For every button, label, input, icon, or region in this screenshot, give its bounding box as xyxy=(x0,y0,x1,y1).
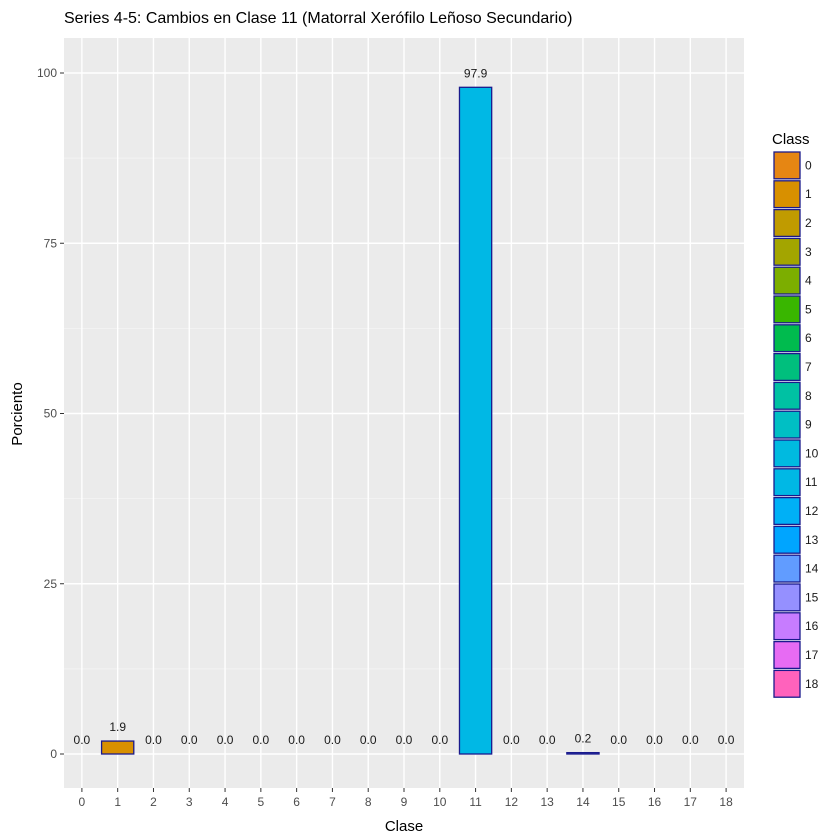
legend-title: Class xyxy=(772,131,810,148)
legend-label-3: 3 xyxy=(805,245,812,259)
data-label-class-14: 0.2 xyxy=(575,732,592,746)
legend-key-9 xyxy=(773,410,801,439)
chart-title: Series 4-5: Cambios en Clase 11 (Matorra… xyxy=(64,10,572,27)
legend-label-14: 14 xyxy=(805,562,819,576)
legend-label-17: 17 xyxy=(805,648,819,662)
legend-key-8 xyxy=(773,381,801,410)
legend-label-6: 6 xyxy=(805,331,812,345)
data-label-class-13: 0.0 xyxy=(539,733,556,747)
x-tick-label: 8 xyxy=(365,795,372,809)
legend-label-11: 11 xyxy=(805,475,818,489)
legend-key-3 xyxy=(773,237,801,266)
data-label-class-1: 1.9 xyxy=(109,720,126,734)
x-tick-label: 18 xyxy=(719,795,733,809)
bar-class-14 xyxy=(566,751,600,755)
bar-class-11 xyxy=(458,86,493,755)
x-tick-label: 9 xyxy=(401,795,408,809)
x-tick-label: 14 xyxy=(576,795,590,809)
legend-key-7 xyxy=(773,352,801,382)
data-label-class-0: 0.0 xyxy=(74,733,91,747)
x-tick-label: 12 xyxy=(505,795,519,809)
legend-key-10 xyxy=(773,439,801,468)
legend-label-16: 16 xyxy=(805,619,819,633)
data-label-class-15: 0.0 xyxy=(610,733,627,747)
data-label-class-2: 0.0 xyxy=(145,733,162,747)
data-label-class-11: 97.9 xyxy=(464,66,488,80)
data-label-class-7: 0.0 xyxy=(324,733,341,747)
legend-key-13 xyxy=(773,525,801,554)
legend-key-16 xyxy=(773,612,801,641)
data-label-class-12: 0.0 xyxy=(503,733,520,747)
legend-key-18 xyxy=(773,669,801,698)
legend-key-5 xyxy=(773,295,801,324)
y-axis-title: Porciento xyxy=(9,382,26,445)
x-tick-label: 0 xyxy=(79,795,86,809)
x-tick-label: 15 xyxy=(612,795,626,809)
legend-label-13: 13 xyxy=(805,533,819,547)
legend-key-17 xyxy=(773,640,801,670)
legend-label-0: 0 xyxy=(805,158,812,172)
x-tick-label: 1 xyxy=(114,795,121,809)
legend-label-1: 1 xyxy=(805,187,812,201)
legend-label-2: 2 xyxy=(805,216,812,230)
legend-key-1 xyxy=(773,180,801,209)
x-tick-label: 13 xyxy=(540,795,554,809)
legend-key-4 xyxy=(773,266,801,295)
data-label-class-3: 0.0 xyxy=(181,733,198,747)
legend-key-0 xyxy=(773,151,801,180)
y-tick-label: 0 xyxy=(50,747,57,761)
x-tick-label: 6 xyxy=(293,795,300,809)
legend-label-12: 12 xyxy=(805,504,819,518)
data-labels: 0.0 1.9 0.0 0.0 0.0 0.0 0.0 0.0 0.0 0.0 0.0 97.9 0.0… xyxy=(74,66,735,747)
y-tick-label: 50 xyxy=(44,407,58,421)
x-tick-label: 11 xyxy=(469,795,482,809)
x-tick-label: 4 xyxy=(222,795,229,809)
legend-key-6 xyxy=(773,324,801,353)
data-label-class-9: 0.0 xyxy=(396,733,413,747)
y-tick-label: 100 xyxy=(37,66,57,80)
x-tick-label: 17 xyxy=(684,795,698,809)
x-axis-title: Clase xyxy=(385,818,423,835)
legend-label-8: 8 xyxy=(805,389,812,403)
x-tick-label: 3 xyxy=(186,795,193,809)
data-label-class-8: 0.0 xyxy=(360,733,377,747)
bars xyxy=(100,86,600,755)
legend-label-9: 9 xyxy=(805,418,812,432)
legend-key-14 xyxy=(773,554,801,583)
y-tick-label: 75 xyxy=(44,236,58,250)
legend-key-15 xyxy=(773,583,801,612)
data-label-class-5: 0.0 xyxy=(252,733,269,747)
x-tick-label: 5 xyxy=(257,795,264,809)
gridlines xyxy=(64,38,744,788)
legend-label-10: 10 xyxy=(805,446,819,460)
x-tick-label: 10 xyxy=(433,795,447,809)
legend-label-7: 7 xyxy=(805,360,812,374)
legend-label-15: 15 xyxy=(805,590,819,604)
x-tick-label: 2 xyxy=(150,795,157,809)
data-label-class-10: 0.0 xyxy=(431,733,448,747)
y-axis: 0 25 50 75 100 xyxy=(37,66,64,761)
legend-key-11 xyxy=(773,468,801,497)
data-label-class-6: 0.0 xyxy=(288,733,305,747)
bar-class-1 xyxy=(100,740,135,755)
data-label-class-18: 0.0 xyxy=(718,733,735,747)
x-axis: 0 1 2 3 4 5 6 7 8 9 10 11 12 13 14 15 16 17 18 xyxy=(79,788,733,809)
data-label-class-4: 0.0 xyxy=(217,733,234,747)
legend-label-18: 18 xyxy=(805,677,819,691)
legend-key-2 xyxy=(773,208,801,238)
data-label-class-17: 0.0 xyxy=(682,733,699,747)
data-label-class-16: 0.0 xyxy=(646,733,663,747)
legend-label-5: 5 xyxy=(805,302,812,316)
x-tick-label: 16 xyxy=(648,795,662,809)
x-tick-label: 7 xyxy=(329,795,336,809)
legend-key-12 xyxy=(773,496,801,526)
y-tick-label: 25 xyxy=(44,577,58,591)
legend-label-4: 4 xyxy=(805,274,812,288)
